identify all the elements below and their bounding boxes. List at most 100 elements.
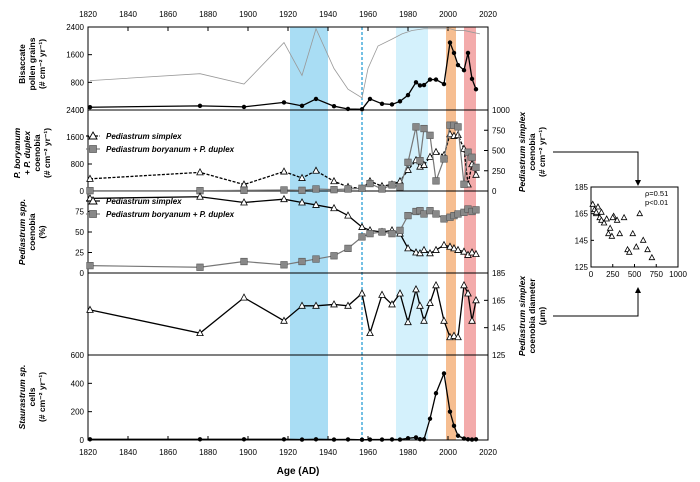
svg-text:(# cm⁻² yr⁻¹): (# cm⁻² yr⁻¹) [37,39,47,89]
data-point [240,198,248,206]
y-tick-label-right: 0 [492,187,497,196]
legend-simplex-marker [86,131,100,140]
right-label-simplex-coenobia: Pediastrum simplex coenobia (# cm⁻² yr⁻¹… [517,111,547,193]
data-point [420,245,428,253]
data-point [469,437,475,442]
x-tick-label-top: 2000 [439,10,457,19]
highlight-band-0 [290,27,328,440]
svg-text:(μm): (μm) [537,307,547,326]
inset-rho: ρ=0.51 [645,189,668,198]
data-point [359,107,365,112]
data-point [447,40,453,45]
highlight-band-3 [464,27,476,440]
y-tick-label-left: 200 [71,408,85,417]
y-tick-label-left: 1600 [66,51,84,60]
data-point [299,437,305,442]
data-point [312,200,320,208]
inset-point [603,215,611,222]
data-point [358,184,366,192]
data-point [450,331,458,339]
data-point [358,289,366,297]
y-tick-label-left: 0 [80,269,85,278]
data-point [330,300,338,308]
data-point [280,194,288,203]
data-point [196,192,204,200]
data-point [280,261,288,269]
data-point [313,437,319,442]
svg-text:Pediastrum spp.: Pediastrum spp. [17,199,27,265]
inset-point [648,253,656,261]
series-staurastrum-0 [87,370,479,442]
svg-text:(# cm⁻² yr⁻¹): (# cm⁻² yr⁻¹) [42,128,52,178]
data-point [451,423,457,429]
data-point [86,262,94,270]
inset-ticks: 0 250 500 750 1000 125 145 165 185 [575,183,688,279]
data-point [472,170,480,178]
y-tick-label-left: 1600 [66,133,84,142]
data-point [432,210,440,218]
data-point [420,316,428,324]
data-point [389,437,395,442]
data-point [344,185,352,193]
data-point [86,174,94,182]
data-point [312,166,320,174]
data-point [397,437,403,442]
data-point [298,198,306,206]
y-tick-label-right: 125 [492,351,506,360]
data-point [345,437,351,442]
x-tick-label-bottom: 1920 [279,448,297,457]
data-point [432,245,440,253]
data-point [446,242,454,250]
legend-simplex-marker-2 [86,196,100,205]
legend-boryanum-marker-2 [86,210,100,218]
ylabel-bisaccate: Bisaccate pollen grains (# cm⁻² yr⁻¹) [17,37,47,90]
y-tick-label-left: 25 [75,249,84,258]
inset-x-tick-label: 1000 [669,270,687,279]
data-point [344,211,352,219]
data-point [468,248,476,256]
x-tick-label-top: 1820 [79,10,97,19]
legend-boryanum-label: Pediastrum boryanum + P. duplex [106,145,235,154]
data-point [241,437,247,442]
svg-text:coenobia: coenobia [32,134,42,172]
legend-boryanum-marker [86,145,100,153]
data-point [473,437,479,442]
data-point [455,433,461,438]
data-point [331,103,337,109]
data-point [298,186,306,194]
inset-point [639,236,647,243]
data-point [366,179,374,188]
right-label-diameter: Pediastrum simplex coenobia diameter (μm… [517,275,547,357]
data-point [413,80,419,85]
data-point [454,245,462,253]
data-point [460,247,468,255]
x-tick-label-top: 2020 [479,10,497,19]
inset-point [592,208,600,215]
highlight-band-2 [446,27,456,440]
data-point [472,206,480,214]
x-tick-label-bottom: 1980 [399,448,417,457]
data-point [405,436,411,441]
inset-point [598,208,605,215]
x-tick-label-bottom: 1900 [239,448,257,457]
series-bisaccate-0 [87,40,479,112]
data-point [417,436,423,442]
data-point [454,130,462,139]
data-point [440,316,448,324]
ylabel-boryanum: P. boryanum + P. duplex coenobia (# cm⁻²… [12,127,52,178]
y-tick-label-left: 2400 [66,23,84,32]
data-point [427,416,433,421]
ylabel-pediastrum-pct: Pediastrum spp. coenobia (%) [17,199,47,265]
x-tick-label-bottom: 1880 [199,448,217,457]
inset-point [605,229,612,237]
ylabel-staurastrum: Staurastrum sp. cells (# cm⁻² yr⁻¹) [17,365,47,430]
inset-point [636,209,644,217]
data-point [454,332,462,341]
y-tick-label-right: 185 [492,269,506,278]
x-tick-label-bottom: 2000 [439,448,457,457]
data-point [433,77,439,82]
data-point [281,100,287,105]
inset-point [632,243,640,250]
data-point [465,437,471,442]
data-point [396,226,404,234]
